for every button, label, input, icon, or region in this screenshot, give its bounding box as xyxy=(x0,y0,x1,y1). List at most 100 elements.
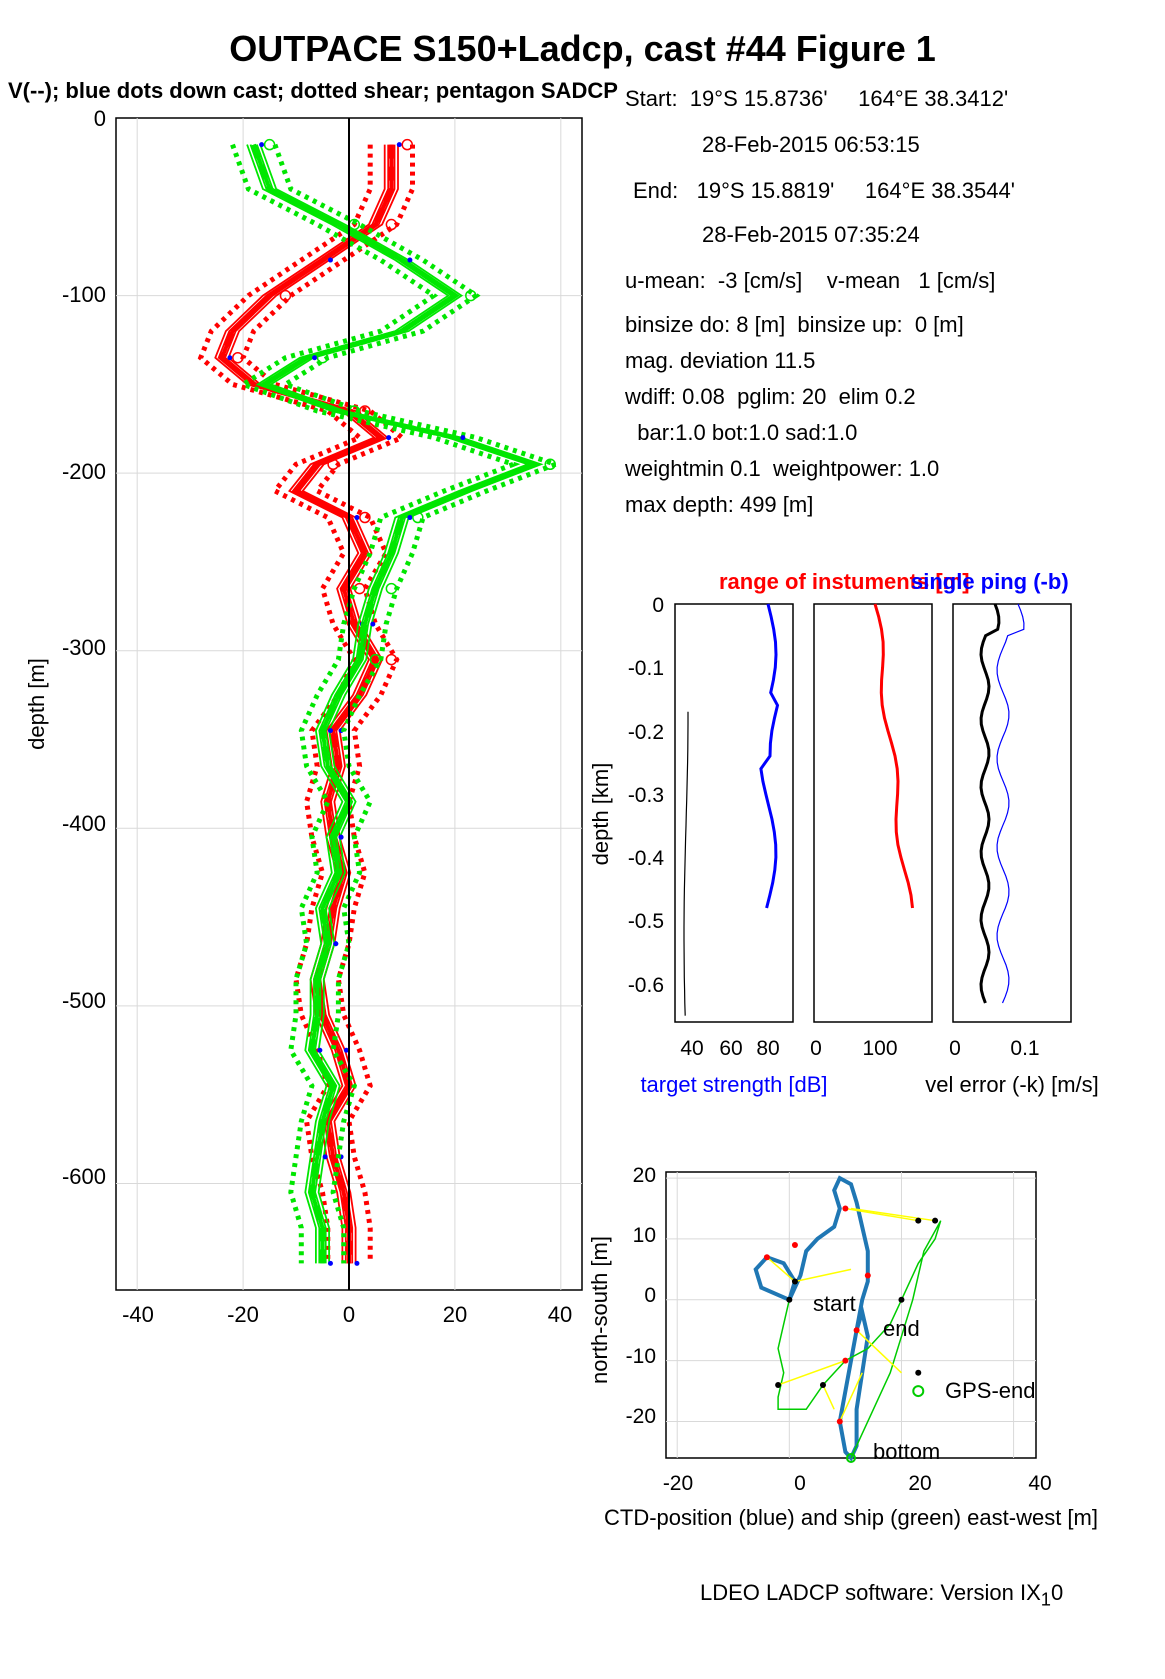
pos-dot-6 xyxy=(864,1272,871,1279)
profile-line-0-3 xyxy=(217,144,390,1264)
downcast-dot-1-15 xyxy=(370,621,376,627)
annot-bottom: bottom xyxy=(873,1439,940,1464)
vel-error-axes xyxy=(952,603,1072,1023)
sadcp-marker-1-0 xyxy=(263,138,276,151)
single-ping-title: single ping (-b) xyxy=(911,569,1069,594)
downcast-dot-1-3 xyxy=(407,257,413,263)
shear-envelope-0-1 xyxy=(240,144,415,1264)
page-title: OUTPACE S150+Ladcp, cast #44 Figure 1 xyxy=(229,28,936,69)
downcast-dot-0-33 xyxy=(354,1260,360,1266)
velocity-curves xyxy=(197,138,563,1266)
downcast-dot-1-9 xyxy=(460,435,466,441)
ts-black-curve xyxy=(683,711,689,1016)
sadcp-marker-0-16 xyxy=(385,653,398,666)
profile-line-0-4 xyxy=(224,144,396,1264)
pos-dot-7 xyxy=(898,1296,905,1303)
mean-dashed-0 xyxy=(218,144,394,1264)
downcast-dot-0-6 xyxy=(227,355,233,361)
downcast-dot-1-6 xyxy=(312,355,318,361)
velocity-x-ticks: -40 -20 0 20 40 xyxy=(122,1302,572,1327)
info-end-time: 28-Feb-2015 07:35:24 xyxy=(702,222,920,247)
rtick-04: -0.4 xyxy=(628,847,665,870)
sadcp-marker-0-2 xyxy=(385,218,398,231)
ts-tick-80: 80 xyxy=(756,1037,779,1060)
pos-dot-13 xyxy=(836,1418,843,1425)
range-panels: range of instuments [m] single ping (-b)… xyxy=(588,569,1099,1097)
profile-line-1-4 xyxy=(256,144,541,1264)
ytick-100: -100 xyxy=(62,282,106,307)
link-line-2 xyxy=(845,1207,919,1222)
xtick-20: 20 xyxy=(443,1302,467,1327)
downcast-dot-0-9 xyxy=(386,435,392,441)
target-strength-curve xyxy=(759,603,780,909)
downcast-dot-1-21 xyxy=(338,834,344,840)
ve-tick-01: 0.1 xyxy=(1010,1037,1039,1060)
ytick-600: -600 xyxy=(62,1164,106,1189)
info-start-position: Start: 19°S 15.8736' 164°E 38.3412' xyxy=(625,86,1009,111)
xtick-m20: -20 xyxy=(227,1302,259,1327)
rtick-02: -0.2 xyxy=(628,721,664,744)
pos-dot-14 xyxy=(786,1296,793,1303)
link-line-7 xyxy=(839,1372,863,1422)
sadcp-marker-1-10 xyxy=(544,458,556,471)
range-axes xyxy=(813,603,933,1023)
ptick-x40: 40 xyxy=(1028,1472,1051,1495)
annot-start: start xyxy=(813,1291,856,1316)
downcast-dot-1-30 xyxy=(322,1154,328,1160)
sadcp-marker-1-16 xyxy=(369,653,382,666)
rg-tick-100: 100 xyxy=(862,1037,897,1060)
ytick-400: -400 xyxy=(62,811,106,836)
range-curve xyxy=(873,603,914,909)
downcast-dot-1-27 xyxy=(317,1047,323,1053)
sadcp-marker-0-12 xyxy=(359,511,371,524)
link-line-6 xyxy=(822,1384,835,1410)
sadcp-marker-1-12 xyxy=(412,511,424,524)
footer-text: LDEO LADCP software: Version IX xyxy=(700,1580,1041,1605)
rtick-01: -0.1 xyxy=(628,657,664,680)
vel-error-black xyxy=(979,603,1001,1004)
velocity-profile-panel: 0 -100 -200 -300 -400 -500 -600 -40 -20 … xyxy=(24,106,583,1327)
ptick-y20: 20 xyxy=(633,1164,656,1187)
sadcp-marker-1-4 xyxy=(465,289,477,302)
info-means: u-mean: -3 [cm/s] v-mean 1 [cm/s] xyxy=(625,268,996,293)
ptick-ym20: -20 xyxy=(626,1405,656,1428)
pos-dot-10 xyxy=(842,1357,849,1364)
info-bar: bar:1.0 bot:1.0 sad:1.0 xyxy=(625,420,858,445)
downcast-dot-1-12 xyxy=(407,515,413,521)
downcast-dot-1-18 xyxy=(327,728,333,734)
pos-dot-11 xyxy=(775,1381,782,1388)
profile-line-0-1 xyxy=(214,144,386,1264)
gps-end-marker xyxy=(912,1385,925,1398)
ve-tick-0: 0 xyxy=(949,1037,961,1060)
ytick-200: -200 xyxy=(62,459,106,484)
pos-dot-0 xyxy=(791,1278,798,1285)
pos-dot-1 xyxy=(763,1254,770,1261)
footer-suffix: 0 xyxy=(1050,1580,1064,1605)
pos-dot-12 xyxy=(819,1381,826,1388)
downcast-dot-0-27 xyxy=(343,1047,349,1053)
info-maxdepth: max depth: 499 [m] xyxy=(625,492,814,517)
info-start-time: 28-Feb-2015 06:53:15 xyxy=(702,132,920,157)
pos-dot-5 xyxy=(932,1217,939,1224)
bottom-marker xyxy=(846,1453,856,1463)
ptick-ym10: -10 xyxy=(626,1345,656,1368)
profile-line-0-2 xyxy=(227,144,399,1264)
downcast-dot-0-0 xyxy=(396,142,402,148)
downcast-dot-1-24 xyxy=(333,941,339,947)
rtick-06: -0.6 xyxy=(628,974,664,997)
range-y-label: depth [km] xyxy=(588,763,613,866)
sadcp-marker-0-10 xyxy=(327,458,339,471)
info-weight: weightmin 0.1 weightpower: 1.0 xyxy=(625,456,940,481)
link-line-3 xyxy=(850,1207,936,1222)
vel-error-label: vel error (-k) [m/s] xyxy=(925,1072,1099,1097)
info-magdev: mag. deviation 11.5 xyxy=(625,348,816,373)
xtick-0: 0 xyxy=(343,1302,355,1327)
range-curves xyxy=(683,603,1025,1016)
ptick-x20: 20 xyxy=(908,1472,931,1495)
sadcp-marker-1-14 xyxy=(385,582,398,595)
sadcp-marker-0-4 xyxy=(279,289,292,302)
profile-line-1-2 xyxy=(259,144,544,1264)
downcast-dot-1-0 xyxy=(259,142,265,148)
ts-tick-60: 60 xyxy=(719,1037,742,1060)
link-line-1 xyxy=(794,1268,852,1283)
